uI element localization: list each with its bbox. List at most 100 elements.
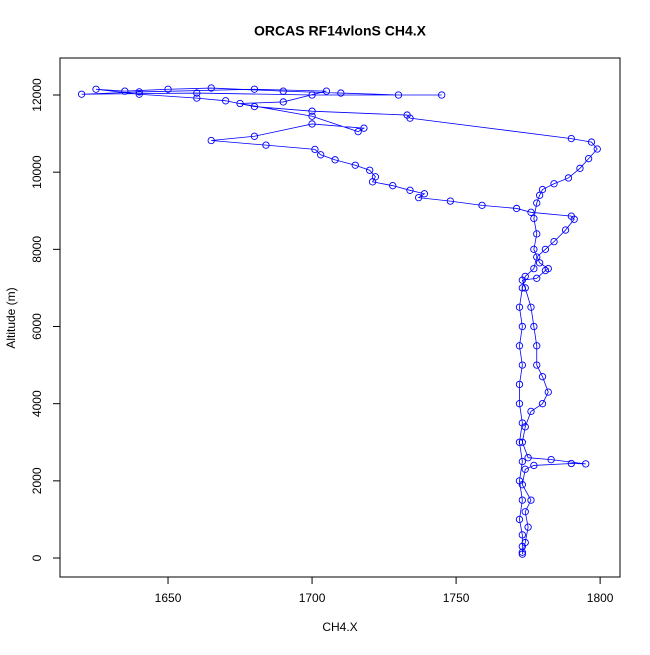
data-point bbox=[550, 180, 558, 188]
y-tick-label: 8000 bbox=[30, 236, 44, 263]
data-point bbox=[518, 531, 526, 539]
data-point bbox=[515, 438, 524, 446]
data-point bbox=[538, 373, 547, 381]
data-point bbox=[354, 128, 362, 136]
data-point bbox=[521, 284, 529, 292]
y-tick-label: 4000 bbox=[30, 390, 44, 417]
data-point bbox=[331, 156, 339, 164]
data-point bbox=[521, 508, 529, 516]
data-point bbox=[279, 98, 287, 106]
data-point bbox=[518, 496, 526, 504]
data-point bbox=[311, 145, 319, 154]
data-point bbox=[438, 91, 446, 99]
data-point bbox=[518, 361, 526, 369]
data-point bbox=[92, 85, 100, 93]
data-point bbox=[524, 523, 532, 531]
data-point bbox=[544, 388, 552, 396]
data-point bbox=[414, 193, 423, 202]
data-point bbox=[515, 342, 524, 350]
data-point bbox=[521, 272, 529, 280]
data-point bbox=[570, 215, 578, 223]
data-point bbox=[518, 322, 526, 331]
data-point bbox=[164, 85, 172, 93]
data-point bbox=[518, 542, 526, 551]
data-point bbox=[250, 85, 259, 93]
data-point bbox=[527, 496, 535, 504]
data-point bbox=[561, 226, 570, 234]
data-point bbox=[250, 132, 259, 140]
data-point bbox=[518, 419, 526, 427]
data-point bbox=[518, 550, 526, 558]
data-point bbox=[308, 120, 316, 128]
data-point bbox=[221, 97, 230, 105]
data-point bbox=[207, 84, 215, 92]
data-point bbox=[135, 90, 143, 98]
data-point bbox=[518, 548, 526, 556]
data-point bbox=[317, 151, 325, 159]
data-point bbox=[406, 186, 414, 194]
x-tick-label: 1800 bbox=[587, 591, 614, 605]
data-point bbox=[530, 322, 538, 331]
data-point bbox=[538, 400, 547, 408]
data-point bbox=[394, 91, 403, 99]
data-point bbox=[533, 199, 541, 207]
data-point bbox=[250, 102, 259, 111]
data-point bbox=[193, 89, 201, 97]
data-point bbox=[564, 174, 573, 182]
data-point bbox=[515, 477, 524, 485]
y-axis-label: Altitude (m) bbox=[4, 287, 18, 348]
data-point bbox=[515, 515, 524, 524]
data-point bbox=[389, 182, 397, 190]
y-tick-label: 0 bbox=[30, 554, 44, 561]
x-tick-label: 1750 bbox=[443, 591, 470, 605]
data-point bbox=[544, 264, 552, 273]
chart-title: ORCAS RF14vlonS CH4.X bbox=[254, 23, 427, 39]
data-point bbox=[262, 141, 270, 149]
data-point bbox=[530, 245, 538, 253]
data-point bbox=[587, 138, 596, 146]
data-point bbox=[550, 237, 558, 246]
data-point bbox=[524, 454, 532, 462]
data-point bbox=[576, 164, 584, 172]
data-point bbox=[207, 136, 215, 145]
data-point bbox=[121, 87, 129, 95]
data-point bbox=[533, 342, 541, 350]
data-point bbox=[533, 253, 541, 261]
data-point bbox=[541, 245, 550, 253]
data-point bbox=[538, 185, 547, 194]
data-point bbox=[527, 407, 535, 416]
data-point bbox=[567, 459, 575, 468]
data-point bbox=[236, 99, 244, 108]
y-tick-label: 12000 bbox=[30, 78, 44, 112]
data-point bbox=[193, 94, 201, 102]
data-point bbox=[478, 201, 486, 210]
data-point bbox=[533, 274, 541, 282]
data-point bbox=[512, 204, 521, 213]
data-point bbox=[279, 87, 287, 95]
data-point bbox=[518, 438, 526, 446]
data-point bbox=[77, 90, 86, 98]
data-point bbox=[515, 400, 524, 408]
x-tick-label: 1700 bbox=[299, 591, 326, 605]
data-point bbox=[533, 230, 541, 238]
data-point bbox=[403, 111, 411, 119]
data-point bbox=[368, 178, 377, 186]
data-point bbox=[515, 380, 524, 389]
data-point bbox=[593, 145, 601, 153]
data-point bbox=[521, 465, 529, 473]
x-axis-label: CH4.X bbox=[322, 620, 357, 634]
data-point bbox=[360, 124, 368, 132]
data-point bbox=[322, 87, 331, 95]
data-point bbox=[582, 460, 590, 468]
data-point bbox=[530, 264, 538, 273]
data-point bbox=[515, 303, 524, 311]
data-point bbox=[308, 91, 316, 99]
data-point bbox=[308, 107, 316, 115]
data-point bbox=[535, 259, 544, 267]
data-point bbox=[530, 461, 538, 470]
data-point bbox=[308, 112, 316, 120]
data-point bbox=[366, 166, 374, 174]
x-tick-label: 1650 bbox=[155, 591, 182, 605]
data-point bbox=[527, 208, 535, 216]
